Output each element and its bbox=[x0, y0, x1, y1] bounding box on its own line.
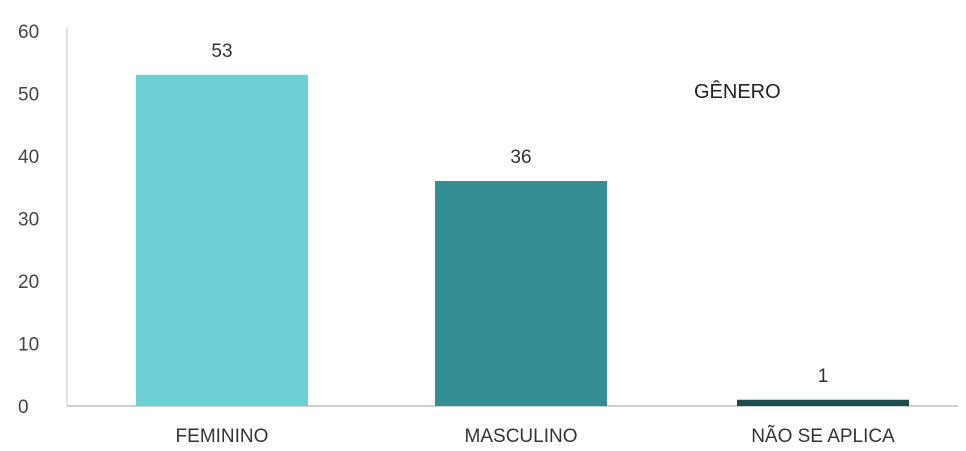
y-tick-label: 30 bbox=[18, 210, 39, 231]
category-label: NÃO SE APLICA bbox=[751, 425, 895, 447]
y-tick-label: 60 bbox=[18, 22, 39, 43]
category-label: MASCULINO bbox=[465, 426, 578, 447]
value-labels: 53 36 1 bbox=[211, 41, 828, 387]
chart-title: GÊNERO bbox=[694, 80, 781, 103]
category-labels: FEMININO MASCULINO NÃO SE APLICA bbox=[176, 425, 896, 447]
y-tick-label: 40 bbox=[18, 147, 39, 168]
y-tick-label: 50 bbox=[18, 85, 39, 106]
value-label: 1 bbox=[818, 366, 829, 387]
y-tick-label: 10 bbox=[18, 335, 39, 356]
y-tick-labels: 0 10 20 30 40 50 60 bbox=[18, 22, 39, 418]
bars bbox=[136, 74, 909, 406]
y-tick-label: 20 bbox=[18, 272, 39, 293]
bar-1 bbox=[136, 74, 308, 406]
category-label: FEMININO bbox=[176, 426, 269, 447]
value-label: 36 bbox=[510, 147, 531, 168]
y-tick-label: 0 bbox=[18, 397, 29, 418]
bar-2 bbox=[435, 181, 607, 406]
value-label: 53 bbox=[211, 41, 232, 62]
bar-3 bbox=[737, 399, 909, 406]
